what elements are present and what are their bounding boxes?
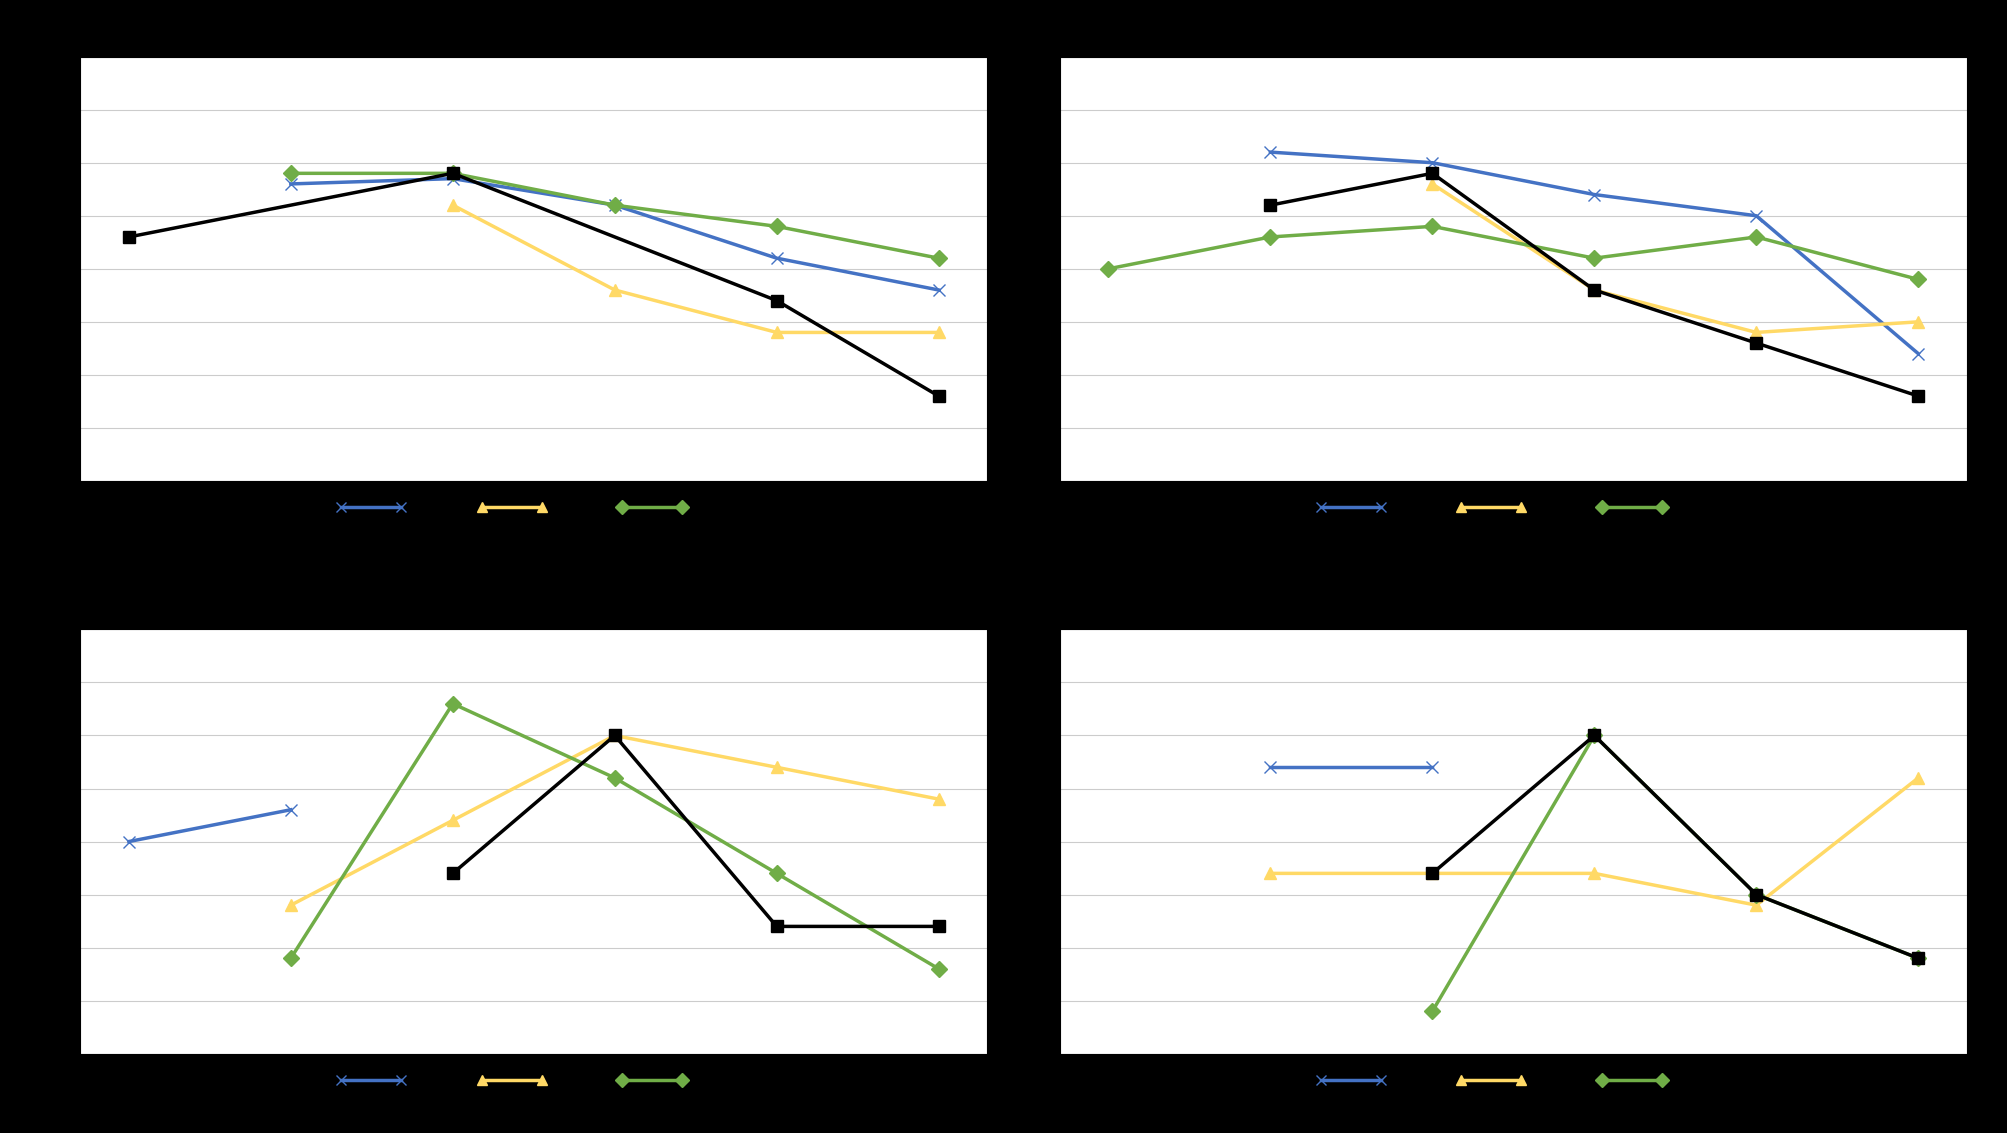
- Text: Pine Tree: Pine Tree: [1070, 1059, 1150, 1074]
- Text: 2017: 2017: [1391, 1073, 1427, 1087]
- Text: 2018: 2018: [552, 1073, 588, 1087]
- Text: 2017: 2017: [411, 1073, 448, 1087]
- Text: 2019: 2019: [1672, 1073, 1708, 1087]
- Text: 2019: 2019: [692, 500, 729, 514]
- Text: 2019: 2019: [692, 1073, 729, 1087]
- Text: 2020: 2020: [1812, 500, 1848, 514]
- Text: 2017: 2017: [411, 500, 448, 514]
- Text: 2020: 2020: [833, 1073, 867, 1087]
- Text: 2020: 2020: [1812, 1073, 1848, 1087]
- Text: 2020: 2020: [833, 500, 867, 514]
- Text: RREC Stuttgart: RREC Stuttgart: [1070, 486, 1200, 502]
- Text: 2017: 2017: [1391, 500, 1427, 514]
- Text: 2018: 2018: [1531, 1073, 1567, 1087]
- Text: 2018: 2018: [1531, 500, 1567, 514]
- Text: 2018: 2018: [552, 500, 588, 514]
- Text: RREC Stuttgart: RREC Stuttgart: [90, 486, 221, 502]
- Text: Pine Tree: Pine Tree: [90, 1059, 171, 1074]
- Text: 2019: 2019: [1672, 500, 1708, 514]
